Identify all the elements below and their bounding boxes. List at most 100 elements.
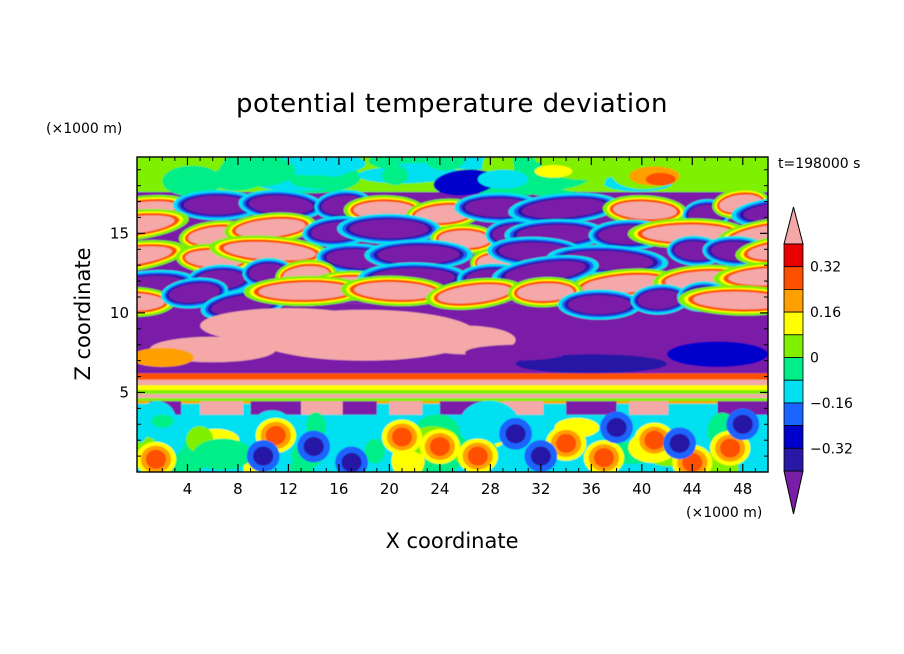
field-patch [504, 260, 586, 283]
field-patch [637, 289, 683, 310]
x-tick-label: 4 [183, 480, 193, 498]
x-tick-label: 24 [430, 480, 449, 498]
field-patch [145, 449, 167, 469]
x-tick-label: 40 [632, 480, 651, 498]
colorbar-box [783, 288, 804, 313]
field-patch [732, 414, 753, 434]
field-patch [341, 452, 362, 472]
field-patch [534, 164, 573, 178]
field-patch [728, 267, 768, 286]
x-tick-label: 16 [329, 480, 348, 498]
field-patch [137, 215, 175, 236]
field-patch [303, 437, 324, 457]
field-patch [613, 201, 677, 220]
field-patch [162, 165, 222, 197]
field-block [717, 401, 768, 415]
time-label: t=198000 s [778, 156, 860, 172]
field-patch [429, 437, 450, 457]
field-patch [137, 246, 173, 268]
field-patch [693, 291, 768, 310]
colorbar-label: −0.16 [810, 396, 853, 412]
field-patch [200, 308, 377, 344]
field-patch [644, 430, 665, 450]
colorbar-label: 0.16 [810, 305, 841, 321]
field-patch [731, 222, 768, 244]
field-patch [235, 218, 306, 238]
colorbar-extend-high [783, 206, 804, 245]
field-patch [530, 446, 551, 466]
y-tick-label: 15 [110, 224, 129, 242]
field-patch [593, 448, 615, 468]
x-tick-label: 36 [582, 480, 601, 498]
field-patch [193, 438, 253, 470]
x-tick-label: 44 [683, 480, 702, 498]
field-block [200, 401, 244, 415]
field-patch [137, 347, 194, 367]
x-tick-label: 28 [481, 480, 500, 498]
field-block [566, 401, 617, 415]
field-patch [437, 284, 512, 304]
field-patch [377, 245, 460, 265]
colorbar-box [783, 266, 804, 290]
field-patch [505, 424, 526, 444]
field-patch [642, 224, 734, 243]
x-axis: 4 8 12 16 20 24 28 32 36 40 44 48 [149, 157, 756, 498]
field-patch [645, 172, 676, 186]
field-patch [310, 157, 354, 177]
field-block [301, 401, 343, 415]
field-patch [258, 282, 353, 300]
field-patch [391, 427, 413, 447]
field-stripe [137, 373, 768, 380]
field-patch [682, 452, 703, 472]
colorbar-box [783, 357, 804, 381]
field-patch [516, 283, 574, 301]
field-patch [465, 344, 567, 361]
y-axis-label: Z coordinate [71, 247, 95, 380]
field-stripe [137, 379, 768, 386]
heatmap-field [137, 157, 768, 472]
colorbar-box [783, 334, 804, 358]
field-block [629, 401, 669, 415]
field-patch [364, 438, 385, 464]
colorbar-label: −0.32 [810, 441, 853, 457]
colorbar-label: 0.32 [810, 260, 841, 276]
field-patch [223, 241, 316, 261]
field-patch [253, 446, 274, 466]
y-tick-label: 5 [119, 383, 129, 401]
field-stripe [137, 398, 768, 402]
x-tick-label: 20 [380, 480, 399, 498]
y-unit-label: (×1000 m) [46, 121, 122, 137]
colorbar-box [783, 402, 804, 426]
field-patch [477, 169, 529, 189]
field-stripe [137, 390, 768, 395]
colorbar: 0.32 0.16 0 −0.16 −0.32 [783, 206, 853, 515]
x-tick-label: 32 [531, 480, 550, 498]
y-axis: 5 10 15 [110, 169, 768, 457]
field-patch [382, 165, 409, 186]
field-patch [743, 202, 768, 223]
x-unit-label: (×1000 m) [686, 505, 762, 521]
colorbar-box [783, 243, 804, 268]
colorbar-box [783, 311, 804, 336]
field-patch [709, 165, 768, 183]
field-patch [521, 198, 607, 219]
field-patch [349, 219, 429, 239]
x-tick-label: 12 [279, 480, 298, 498]
field-patch [747, 240, 768, 260]
field-patch [606, 417, 627, 438]
colorbar-box [783, 379, 804, 404]
field-stripe [137, 385, 768, 391]
field-block [338, 401, 377, 415]
chart-title: potential temperature deviation [236, 89, 668, 119]
field-patch [248, 195, 314, 215]
field-patch [137, 293, 165, 311]
field-patch [555, 433, 577, 453]
colorbar-box [783, 425, 804, 449]
field-patch [137, 201, 178, 223]
field-block [389, 401, 423, 415]
x-tick-label: 8 [233, 480, 243, 498]
field-patch [515, 354, 668, 374]
field-patch [354, 282, 437, 300]
field-block [250, 401, 302, 415]
